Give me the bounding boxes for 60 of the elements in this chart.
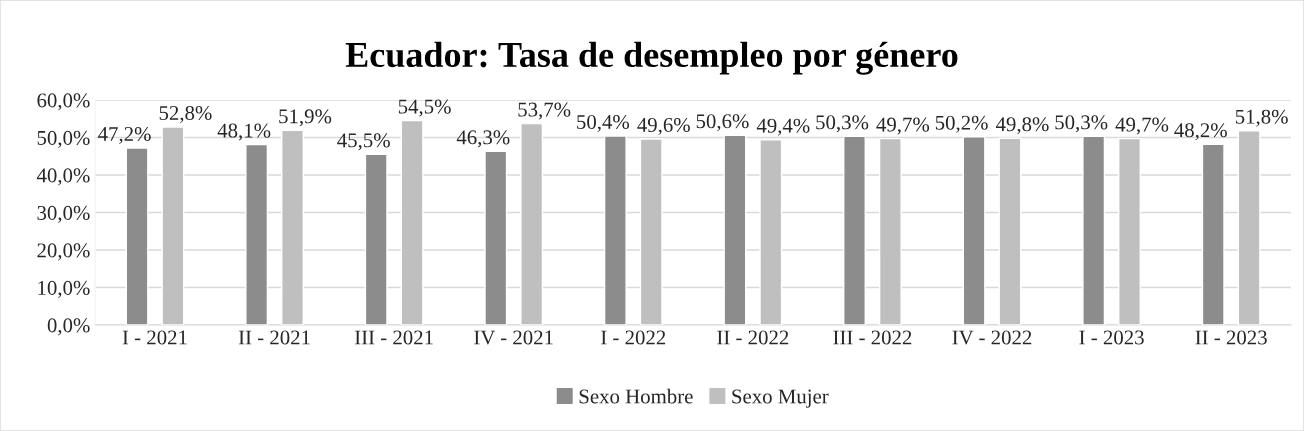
data-label: 51,8% xyxy=(1235,109,1288,127)
y-tick-label: 40,0% xyxy=(36,168,90,186)
y-tick-label: 50,0% xyxy=(37,130,90,148)
x-tick-label: I - 2022 xyxy=(601,330,666,345)
data-label: 50,3% xyxy=(1055,115,1108,133)
y-tick-label: 30,0% xyxy=(37,205,90,223)
y-tick-label: 20,0% xyxy=(37,243,90,261)
bar xyxy=(723,134,747,325)
bar xyxy=(1237,130,1261,325)
data-label: 47,2% xyxy=(98,126,151,144)
data-label: 50,3% xyxy=(816,115,869,133)
x-tick-label: II - 2021 xyxy=(238,330,310,345)
bar xyxy=(843,135,866,325)
y-tick-label: 10,0% xyxy=(38,280,90,298)
bar xyxy=(1201,143,1225,325)
x-tick-label: II - 2022 xyxy=(717,330,789,345)
y-tick-label: 0,0% xyxy=(47,318,90,336)
bar xyxy=(245,143,269,325)
data-label: 50,4% xyxy=(577,114,630,132)
bar xyxy=(484,150,508,325)
data-label: 54,5% xyxy=(398,99,451,117)
data-label: 49,6% xyxy=(637,117,690,135)
data-label: 50,2% xyxy=(935,115,988,133)
bar xyxy=(400,119,424,325)
x-tick-label: II - 2023 xyxy=(1195,330,1267,345)
bar xyxy=(364,153,388,325)
data-label: 49,8% xyxy=(995,117,1049,135)
bar xyxy=(125,147,149,325)
data-label: 50,6% xyxy=(696,114,749,132)
x-tick-label: IV - 2021 xyxy=(474,330,553,345)
bar xyxy=(998,137,1022,325)
y-tick-label: 60,0% xyxy=(37,93,90,111)
x-tick-label: IV - 2022 xyxy=(952,330,1032,345)
data-label: 49,7% xyxy=(1115,117,1169,135)
bar xyxy=(281,129,304,325)
data-label: 51,9% xyxy=(279,109,332,127)
legend-label: Sexo Hombre xyxy=(579,388,693,404)
data-label: 45,5% xyxy=(337,133,390,151)
chart-title: Ecuador: Tasa de desempleo por género xyxy=(345,41,958,75)
data-label: 49,7% xyxy=(876,117,930,135)
bar xyxy=(639,138,663,325)
x-tick-label: I - 2021 xyxy=(122,330,187,345)
data-label: 48,2% xyxy=(1174,123,1227,141)
data-label: 53,7% xyxy=(518,102,571,120)
bar xyxy=(759,139,783,325)
bar xyxy=(962,136,986,325)
legend-label: Sexo Mujer xyxy=(732,389,829,408)
data-label: 49,4% xyxy=(756,118,810,136)
x-tick-label: III - 2021 xyxy=(354,330,433,345)
data-label: 46,3% xyxy=(456,130,510,148)
data-label: 52,8% xyxy=(159,105,212,123)
data-label: 48,1% xyxy=(217,123,271,141)
bar xyxy=(161,126,185,325)
bar xyxy=(1118,137,1141,325)
bar xyxy=(1082,135,1106,325)
x-tick-label: III - 2022 xyxy=(833,330,912,345)
bar xyxy=(520,122,544,325)
bar xyxy=(878,137,902,325)
x-tick-label: I - 2023 xyxy=(1079,330,1144,345)
bar xyxy=(603,135,627,325)
